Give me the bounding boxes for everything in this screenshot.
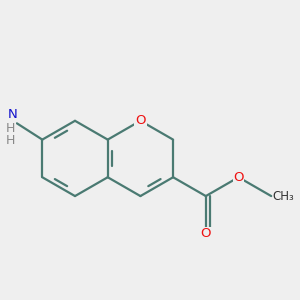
Text: O: O bbox=[135, 114, 146, 127]
Text: H: H bbox=[6, 134, 15, 147]
Text: O: O bbox=[233, 171, 244, 184]
Text: CH₃: CH₃ bbox=[272, 190, 294, 202]
Text: O: O bbox=[201, 227, 211, 240]
Text: N: N bbox=[8, 108, 18, 121]
Text: H: H bbox=[6, 122, 15, 135]
